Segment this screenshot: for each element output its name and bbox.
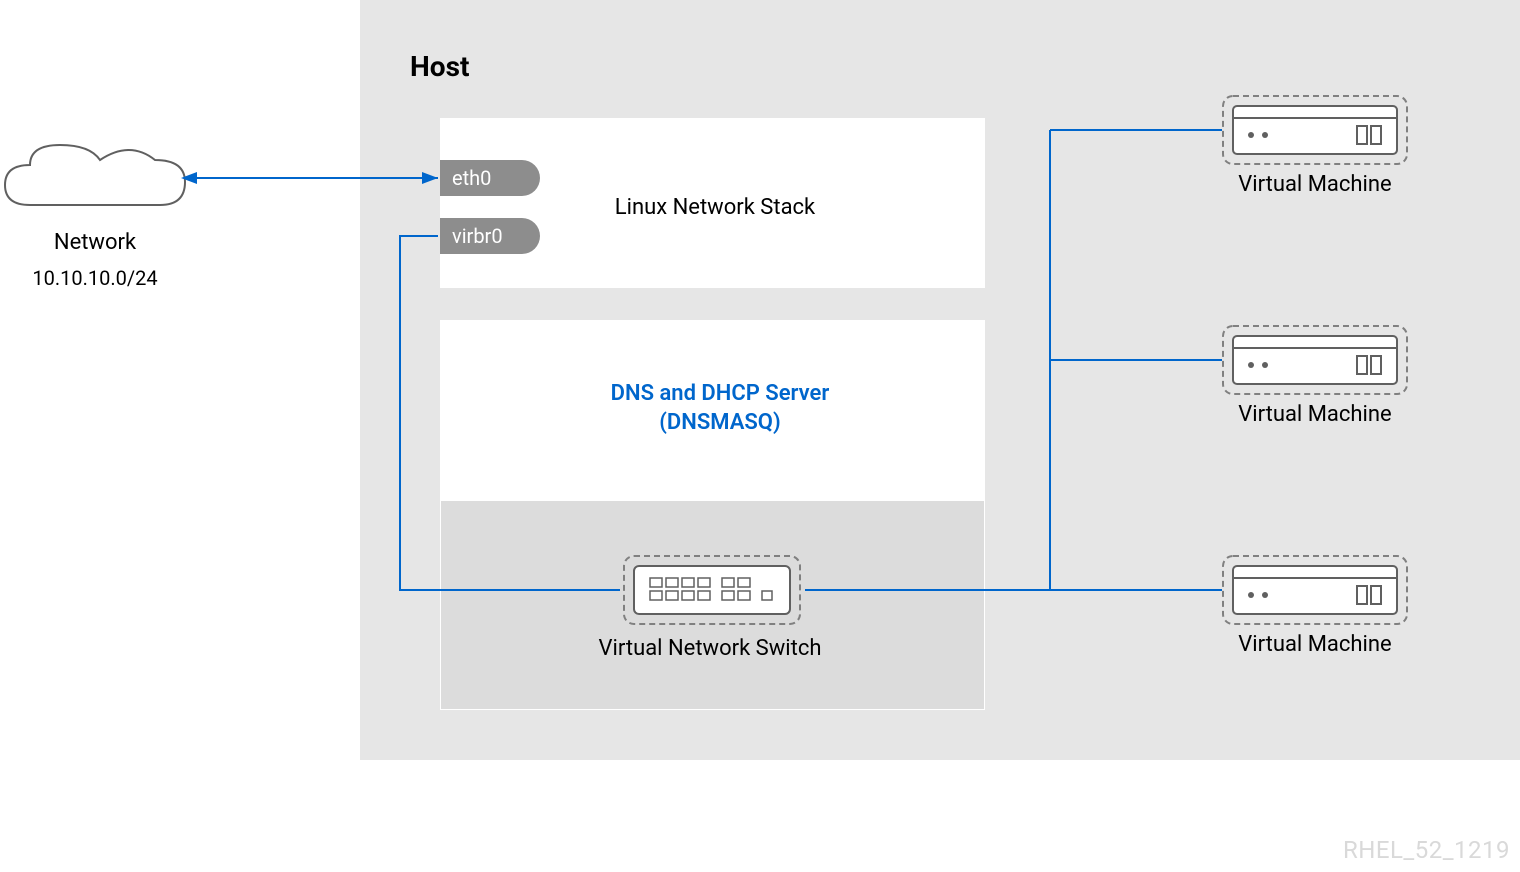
watermark: RHEL_52_1219: [1343, 836, 1510, 864]
network-stack-title: Linux Network Stack: [590, 195, 840, 220]
host-title: Host: [410, 50, 469, 83]
vm-label-3: Virtual Machine: [1230, 632, 1400, 657]
network-sublabel: 10.10.10.0/24: [25, 266, 165, 290]
cloud-icon: [5, 145, 185, 205]
dnsmasq-title: DNS and DHCP Server (DNSMASQ): [580, 380, 860, 437]
virbr0-interface: virbr0: [440, 218, 540, 254]
network-label: Network: [45, 230, 145, 255]
dnsmasq-title-line2: (DNSMASQ): [659, 410, 780, 435]
switch-label: Virtual Network Switch: [560, 636, 860, 661]
dnsmasq-title-line1: DNS and DHCP Server: [611, 381, 830, 406]
vm-label-2: Virtual Machine: [1230, 402, 1400, 427]
switch-container: [440, 500, 985, 710]
vm-label-1: Virtual Machine: [1230, 172, 1400, 197]
eth0-interface: eth0: [440, 160, 540, 196]
